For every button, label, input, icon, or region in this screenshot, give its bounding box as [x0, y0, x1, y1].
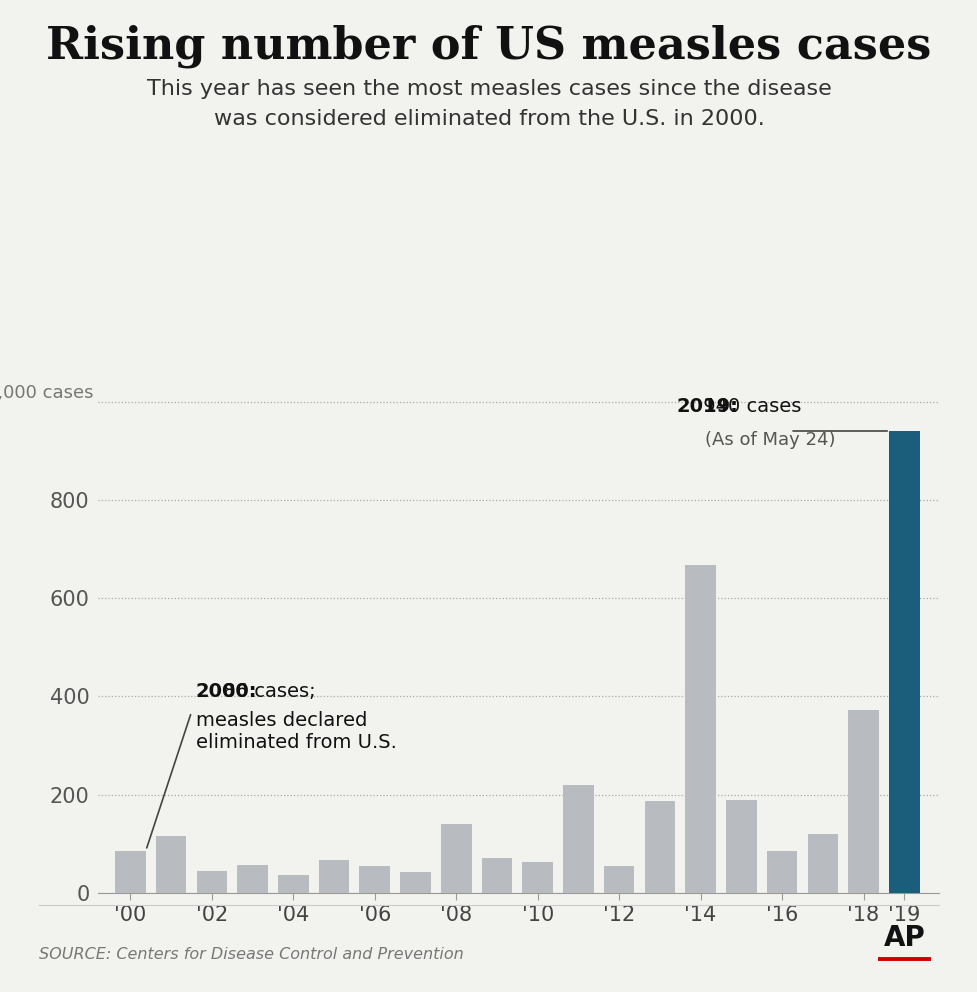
Text: 86 cases;: 86 cases;: [217, 682, 315, 701]
Text: 940 cases: 940 cases: [697, 397, 801, 417]
Bar: [482, 858, 512, 893]
Bar: [155, 836, 187, 893]
Text: SOURCE: Centers for Disease Control and Prevention: SOURCE: Centers for Disease Control and …: [39, 947, 463, 962]
Bar: [725, 801, 756, 893]
Bar: [319, 860, 349, 893]
Bar: [644, 801, 674, 893]
Bar: [603, 866, 634, 893]
Bar: [237, 865, 268, 893]
Text: AP: AP: [883, 925, 924, 952]
Bar: [196, 871, 227, 893]
Text: This year has seen the most measles cases since the disease
was considered elimi: This year has seen the most measles case…: [147, 79, 830, 129]
Bar: [522, 862, 552, 893]
Bar: [766, 850, 796, 893]
Bar: [277, 875, 309, 893]
Bar: [441, 824, 471, 893]
Bar: [847, 710, 878, 893]
Text: 1,000 cases: 1,000 cases: [0, 384, 94, 402]
Text: measles declared: measles declared: [195, 711, 366, 730]
Bar: [360, 866, 390, 893]
Bar: [400, 872, 430, 893]
Bar: [888, 431, 918, 893]
Bar: [115, 850, 146, 893]
Bar: [685, 565, 715, 893]
Text: 2000:: 2000:: [195, 682, 257, 701]
Bar: [563, 785, 593, 893]
Text: Rising number of US measles cases: Rising number of US measles cases: [46, 25, 931, 68]
Text: eliminated from U.S.: eliminated from U.S.: [195, 733, 396, 752]
Text: (As of May 24): (As of May 24): [704, 431, 834, 449]
Bar: [807, 834, 837, 893]
Text: 2019:: 2019:: [675, 397, 738, 417]
